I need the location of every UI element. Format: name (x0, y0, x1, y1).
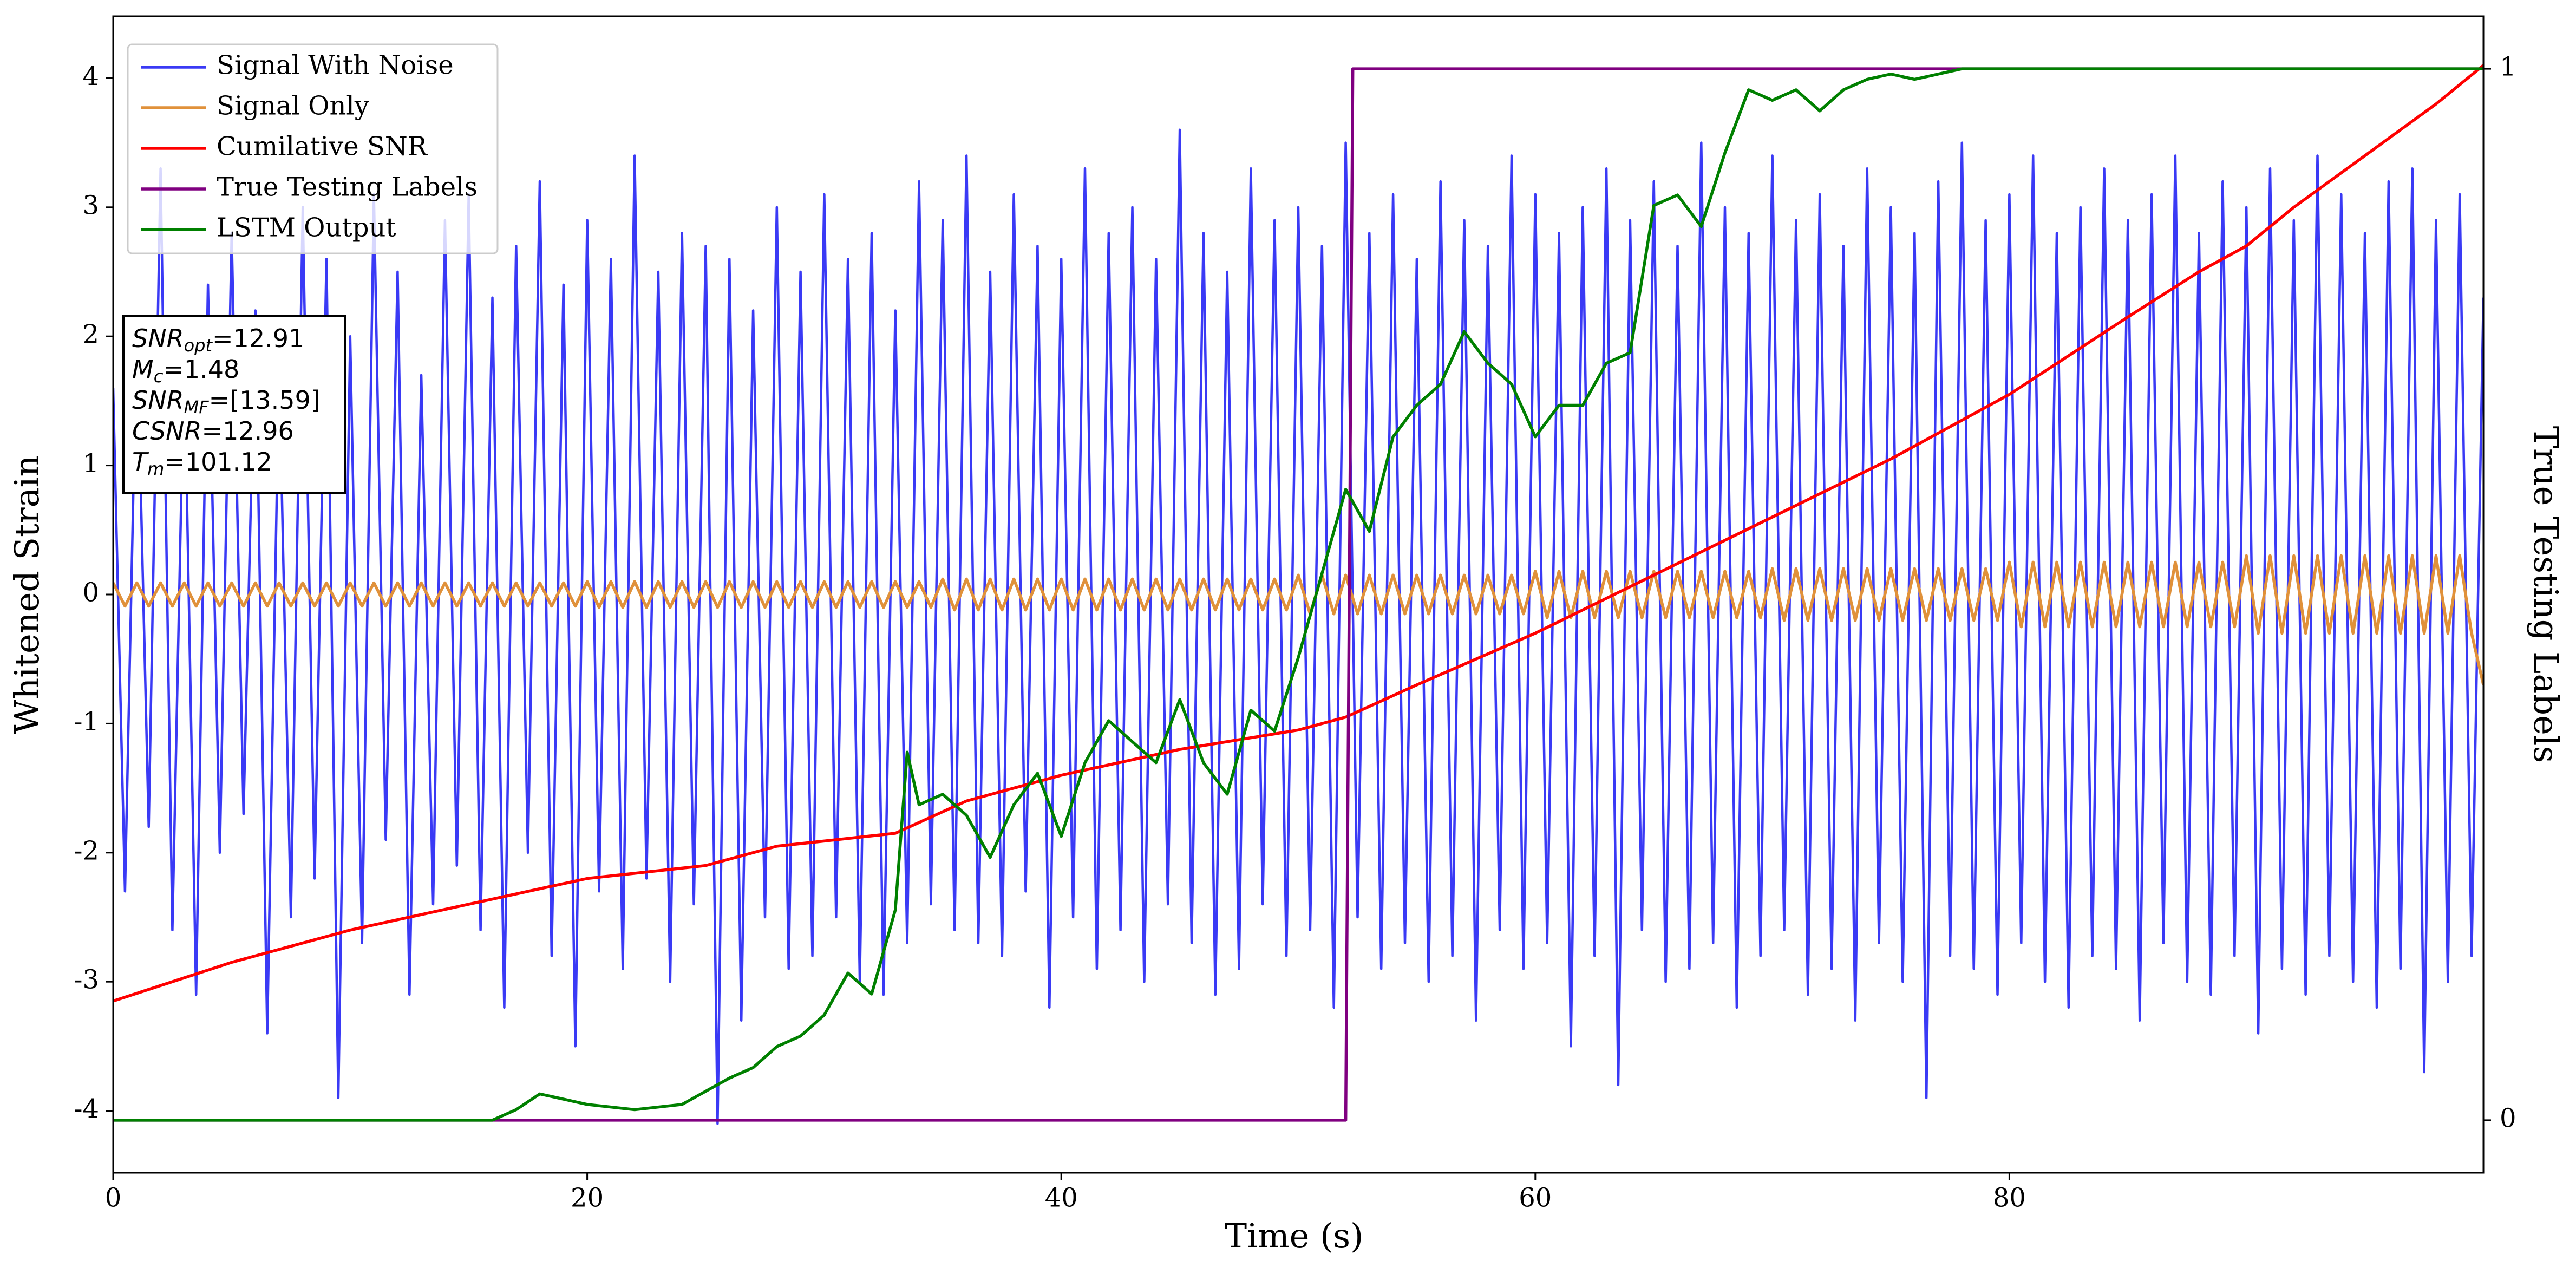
x-tick-label: 20 (571, 1183, 604, 1213)
y-tick-label: -4 (74, 1094, 99, 1124)
y2-tick-label: 1 (2500, 52, 2516, 82)
annotation-subscript: opt (184, 335, 213, 356)
legend-label: Signal With Noise (217, 50, 454, 81)
annotation-symbol: T (132, 447, 149, 476)
annotation: Mc=1.48 (132, 355, 239, 387)
y-axis-label: Whitened Strain (7, 455, 47, 734)
series-line (113, 67, 2483, 1122)
x-tick-label: 40 (1045, 1183, 1078, 1213)
annotation-value: =101.12 (164, 447, 272, 476)
legend-label: Cumilative SNR (217, 132, 428, 162)
plot-frame (112, 15, 2485, 1174)
annotation-symbol: SNR (132, 324, 184, 353)
legend-label: Signal Only (217, 91, 369, 121)
x-tick-label: 80 (1993, 1183, 2026, 1213)
annotation-symbol: M (132, 355, 154, 384)
series-line (113, 67, 2483, 1122)
x-tick-label: 0 (105, 1183, 122, 1213)
annotation: SNRMF=[13.59] (132, 386, 321, 418)
x-tick-label: 60 (1519, 1183, 1552, 1213)
y-tick-label: -2 (74, 835, 99, 866)
annotation-value: =1.48 (163, 355, 239, 384)
legend-box (127, 43, 499, 254)
y-tick-label: 4 (82, 61, 99, 92)
annotation-symbol: SNR (132, 386, 184, 415)
legend-label: True Testing Labels (217, 172, 478, 202)
annotation-value: =12.91 (212, 324, 304, 353)
x-axis-label: Time (s) (1225, 1216, 1364, 1256)
y-tick-label: 2 (82, 319, 99, 350)
y-tick-label: 3 (82, 190, 99, 220)
annotation-value: =12.96 (202, 416, 294, 446)
annotation-symbol: CSNR (132, 416, 202, 446)
annotation: CSNR=12.96 (132, 416, 294, 446)
annotation-subscript: MF (184, 397, 210, 417)
legend-label: LSTM Output (217, 213, 396, 243)
series-line (113, 128, 2483, 1125)
annotation: SNRopt=12.91 (132, 324, 304, 356)
annotation: Tm=101.12 (132, 447, 272, 480)
annotation-subscript: m (147, 459, 164, 479)
y2-axis-label: True Testing Labels (2526, 426, 2566, 763)
y-tick-label: 0 (82, 578, 99, 608)
series-line (113, 64, 2483, 1003)
series-line (113, 554, 2483, 685)
y-tick-label: -3 (74, 965, 99, 995)
annotation-box: SNRopt=12.91Mc=1.48SNRMF=[13.59]CSNR=12.… (122, 315, 346, 494)
annotation-frame (122, 315, 346, 494)
plot-area (113, 64, 2483, 1125)
annotation-subscript: c (154, 366, 164, 387)
annotation-value: =[13.59] (209, 386, 321, 415)
y-tick-label: -1 (74, 707, 99, 737)
y2-tick-label: 0 (2500, 1103, 2516, 1133)
y-tick-label: 1 (82, 448, 99, 479)
